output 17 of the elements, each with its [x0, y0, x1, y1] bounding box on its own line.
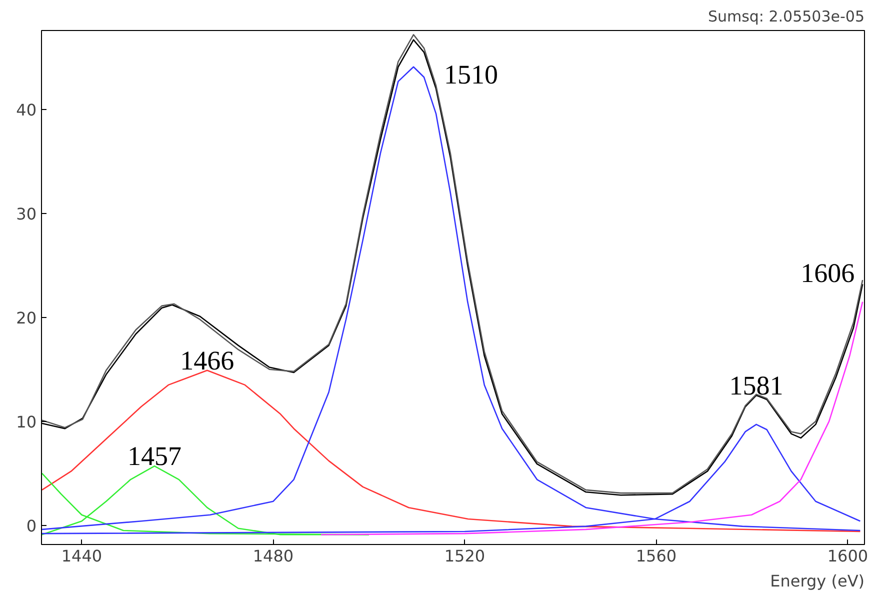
x-tick-label: 1440 [61, 546, 102, 566]
annotation: 1510 [444, 60, 498, 90]
y-tick-label: 20 [16, 308, 36, 328]
annotation: 1466 [180, 345, 234, 376]
chart-title: Sumsq: 2.05503e-05 [708, 8, 865, 26]
y-tick-label: 10 [16, 412, 36, 432]
y-tick-label: 40 [16, 100, 36, 120]
y-tick-label: 30 [16, 204, 36, 224]
x-tick-label: 1600 [827, 546, 868, 566]
annotation: 1457 [127, 441, 182, 472]
y-tick-label: 0 [26, 516, 37, 536]
x-tick-label: 1480 [252, 546, 294, 566]
annotation: 1606 [800, 258, 855, 288]
x-tick-label: 1520 [444, 546, 486, 566]
x-axis-title: Energy (eV) [770, 572, 864, 590]
annotation: 1581 [729, 370, 784, 400]
x-tick-label: 1560 [636, 546, 677, 566]
